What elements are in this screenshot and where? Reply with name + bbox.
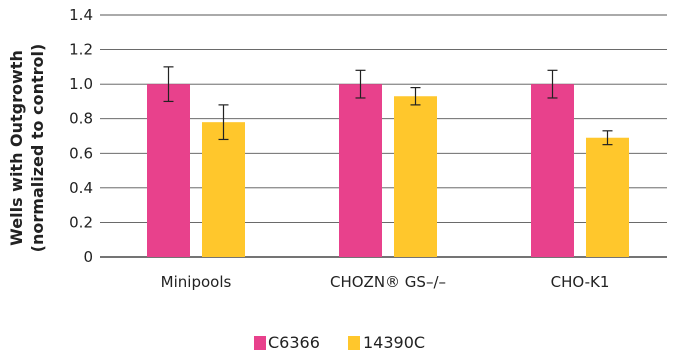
y-tick-label: 0 <box>83 248 93 266</box>
y-tick-label: 0.6 <box>69 144 93 162</box>
y-tick-label: 0.2 <box>69 213 93 231</box>
legend: C6366 14390C <box>254 333 425 352</box>
category-labels: Minipools CHOZN® GS–/– CHO-K1 <box>161 273 610 291</box>
legend-label-14390c: 14390C <box>363 333 425 352</box>
legend-swatch-14390c <box>348 336 360 350</box>
y-axis-title-line-2: (normalized to control) <box>28 44 47 253</box>
y-tick-label: 0.8 <box>69 110 93 128</box>
bar-c6366-chozn-gs <box>339 84 382 258</box>
bar-c6366-cho-k1 <box>531 84 574 258</box>
bar-14390c-cho-k1 <box>586 137 629 257</box>
legend-label-c6366: C6366 <box>268 333 320 352</box>
bar-14390c-minipools <box>202 122 245 258</box>
legend-swatch-c6366 <box>254 336 266 350</box>
y-tick-label: 1.0 <box>69 75 93 93</box>
y-tick-labels: 0 0.2 0.4 0.6 0.8 1.0 1.2 1.4 <box>69 6 93 266</box>
bar-c6366-minipools <box>147 84 190 258</box>
category-label-cho-k1: CHO-K1 <box>551 273 610 291</box>
y-tick-label: 0.4 <box>69 179 93 197</box>
y-tick-label: 1.2 <box>69 41 93 59</box>
y-axis-title-line-1: Wells with Outgrowth <box>7 50 26 246</box>
bars <box>147 84 629 258</box>
category-label-chozn-gs: CHOZN® GS–/– <box>330 273 446 291</box>
error-bars <box>163 66 613 146</box>
bar-14390c-chozn-gs <box>394 96 437 257</box>
category-label-minipools: Minipools <box>161 273 232 291</box>
y-tick-label: 1.4 <box>69 6 93 24</box>
